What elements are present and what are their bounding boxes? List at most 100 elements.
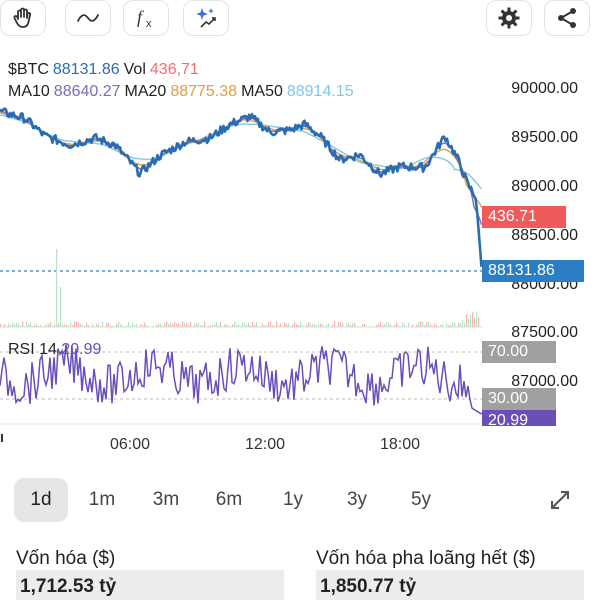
volume-bar — [152, 325, 154, 327]
period-1y[interactable]: 1y — [282, 489, 304, 510]
volume-bar — [128, 322, 130, 327]
current-price-badge: 88131.86 — [482, 260, 584, 282]
hand-tool-button[interactable] — [0, 0, 46, 36]
volume-bar — [30, 322, 32, 327]
volume-bar — [210, 325, 212, 327]
rsi-legend: RSI 14 20.99 — [8, 341, 101, 359]
volume-bar — [292, 324, 294, 327]
volume-bar — [384, 324, 386, 327]
volume-bar — [416, 324, 418, 327]
volume-bar — [184, 323, 186, 327]
volume-bar — [272, 325, 274, 327]
volume-bar — [226, 324, 228, 327]
volume-bar — [44, 325, 46, 327]
volume-bar — [2, 326, 4, 327]
volume-bar — [378, 324, 380, 327]
volume-bar — [66, 324, 68, 327]
function-icon: f x — [137, 7, 152, 30]
period-1m[interactable]: 1m — [88, 489, 116, 510]
rsi-value: 20.99 — [61, 341, 102, 358]
volume-bar — [282, 326, 284, 327]
rsi-lower-badge: 30.00 — [482, 388, 556, 410]
volume-bar — [122, 325, 124, 327]
price-axis-label: 89000.00 — [511, 178, 578, 195]
ma50-line — [0, 114, 483, 190]
volume-bar — [248, 322, 250, 327]
volume-bar — [252, 321, 254, 327]
volume-bar — [108, 323, 110, 327]
volume-bar — [372, 326, 374, 327]
fdv-value: 1,850.77 tỷ — [316, 570, 584, 600]
volume-bar — [142, 324, 144, 327]
volume-bar — [294, 322, 296, 327]
volume-bar — [164, 323, 166, 327]
expand-button[interactable] — [548, 488, 572, 512]
period-3y[interactable]: 3y — [346, 489, 368, 510]
volume-bar — [376, 325, 378, 327]
period-5y[interactable]: 5y — [410, 489, 432, 510]
volume-bar — [208, 325, 210, 327]
volume-bar — [298, 324, 300, 327]
price-axis-label: 87000.00 — [511, 373, 578, 390]
volume-bar — [88, 325, 90, 327]
volume-bar — [102, 321, 104, 327]
volume-bar — [224, 324, 226, 327]
volume-bar — [458, 322, 460, 327]
market-cap-label: Vốn hóa ($) — [16, 548, 116, 569]
volume-bar — [166, 321, 168, 327]
hand-icon — [13, 7, 32, 28]
share-icon — [558, 8, 576, 28]
volume-bar — [286, 323, 288, 327]
volume-bar — [386, 322, 388, 327]
volume-bar — [92, 323, 94, 327]
gear-icon — [498, 7, 520, 29]
volume-bar — [94, 326, 96, 327]
volume-bar — [328, 323, 330, 327]
draw-line-button[interactable] — [65, 0, 111, 36]
volume-bar — [452, 323, 454, 327]
volume-bar — [146, 325, 148, 327]
price-axis-label: 88500.00 — [511, 227, 578, 244]
volume-bar — [300, 321, 302, 327]
volume-bar — [302, 325, 304, 327]
volume-bar — [220, 321, 222, 327]
volume-bar — [222, 326, 224, 327]
volume-bar — [240, 326, 242, 327]
volume-bar — [10, 325, 12, 327]
volume-bar — [76, 321, 78, 327]
indicator-button[interactable]: f x — [123, 0, 169, 36]
svg-text:f: f — [137, 7, 145, 27]
rsi-current-badge: 20.99 — [482, 410, 556, 426]
share-button[interactable] — [544, 0, 590, 36]
chart-toolbar: f x — [0, 0, 600, 42]
volume-bar — [172, 324, 174, 327]
settings-button[interactable] — [486, 0, 532, 36]
volume-bar — [334, 321, 336, 327]
volume-bar — [68, 325, 70, 327]
volume-bar — [168, 324, 170, 327]
period-1d[interactable]: 1d — [14, 478, 68, 522]
volume-bar — [236, 324, 238, 327]
ai-analysis-button[interactable] — [183, 0, 229, 36]
ma50-value: 88914.15 — [286, 83, 354, 100]
volume-bar — [398, 325, 400, 327]
price-chart[interactable] — [0, 42, 600, 472]
time-axis-label: 06:00 — [110, 436, 151, 453]
volume-bar — [160, 323, 162, 327]
volume-bar — [456, 326, 458, 327]
period-3m[interactable]: 3m — [152, 489, 180, 510]
legend-price-value: 88131.86 — [52, 61, 120, 78]
volume-bar — [156, 324, 158, 327]
volume-bar — [132, 323, 134, 327]
volume-bar — [180, 324, 182, 327]
volume-bar — [20, 325, 22, 327]
volume-bar — [78, 322, 80, 327]
fdv-label: Vốn hóa pha loãng hết ($) — [316, 548, 536, 569]
volume-bar — [232, 324, 234, 327]
volume-bar — [320, 323, 322, 327]
period-6m[interactable]: 6m — [215, 489, 243, 510]
volume-label: Vol — [123, 61, 146, 78]
volume-bar — [174, 322, 176, 327]
volume-bar — [412, 324, 414, 327]
volume-bar — [34, 324, 36, 327]
